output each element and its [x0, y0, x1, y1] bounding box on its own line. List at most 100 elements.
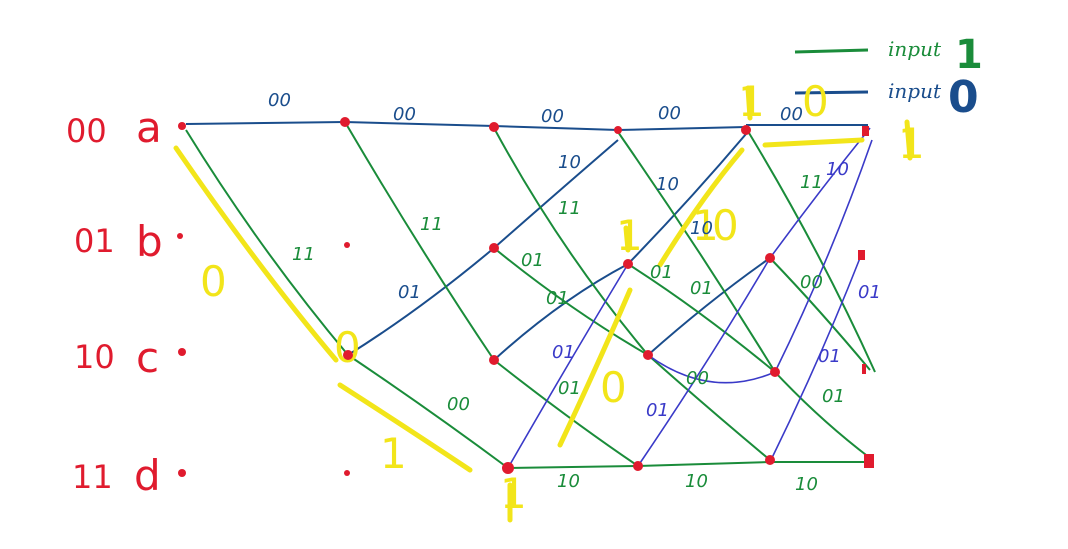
node-c-4 [770, 367, 780, 377]
edge-b-c-2 [493, 247, 649, 356]
node-d-3 [633, 461, 643, 471]
yellow-mark-zero-2: 0 [334, 323, 361, 372]
node-d-1 [344, 470, 350, 476]
edge-a-c-1 [344, 121, 495, 361]
edge-c-d-1 [347, 354, 509, 469]
legend-line-input-one [794, 48, 869, 54]
highlighted-path [173, 85, 913, 523]
state-name-d: d [134, 451, 161, 500]
edge-label: 10 [558, 152, 581, 173]
node-b-0 [177, 233, 183, 239]
node-d-0 [178, 469, 186, 477]
edge-label: 00 [447, 394, 470, 415]
node-b-3 [623, 259, 633, 269]
yellow-mark-zero-5: 0 [802, 77, 829, 126]
yellow-mark-one-5: 1 [738, 77, 765, 126]
edge-label: 00 [268, 90, 291, 111]
node-a-0 [178, 122, 186, 130]
edge-b-a-2 [493, 139, 619, 249]
edge-label: 01 [552, 342, 575, 363]
node-a-3 [614, 126, 622, 134]
yellow-mark-one-2: 1 [500, 469, 527, 518]
node-a-2 [489, 122, 499, 132]
edge-label: 10 [826, 159, 849, 180]
edge-label: 00 [541, 106, 564, 127]
node-c-0 [178, 348, 186, 356]
legend-symbol-input-one: 1 [955, 32, 983, 78]
node-d-4 [765, 455, 775, 465]
edge-d-d-2 [507, 465, 639, 469]
state-code-d: 11 [72, 458, 113, 496]
edge-c-b-2 [493, 263, 629, 361]
node-b-4 [765, 253, 775, 263]
highlight-seg-7 [904, 119, 913, 161]
edge-a-c-2 [493, 127, 649, 356]
legend-label-input-one: input [888, 37, 942, 61]
edge-a-c-0 [185, 129, 349, 356]
legend: input 1 input 0 [794, 32, 983, 123]
yellow-annotations: 0 0 1 1 0 1 1 0 0 1 1 [200, 77, 925, 518]
edge-c-d-4 [774, 371, 871, 459]
edge-a-c-4 [745, 127, 876, 373]
edge-label: 10 [795, 474, 818, 495]
highlight-seg-9 [623, 225, 631, 253]
legend-symbol-input-zero: 0 [948, 72, 979, 123]
yellow-mark-one-6: 1 [898, 119, 925, 168]
node-a-5 [862, 126, 869, 136]
edge-label: 11 [420, 214, 443, 235]
legend-label-input-zero: input [888, 79, 942, 103]
edge-label: 01 [650, 262, 673, 283]
yellow-mark-zero-3: 0 [600, 363, 627, 412]
edge-label: 10 [685, 471, 708, 492]
edge-label: 00 [658, 103, 681, 124]
highlight-seg-5 [657, 147, 745, 268]
edge-c-c-3 [647, 354, 776, 384]
edge-label: 00 [780, 104, 803, 125]
edge-a-a-1 [344, 121, 495, 127]
edge-d-d-3 [637, 461, 771, 467]
node-c-2 [489, 355, 499, 365]
yellow-mark-zero-1: 0 [200, 257, 227, 306]
state-code-a: 00 [66, 112, 107, 150]
highlight-seg-4 [557, 287, 633, 448]
highlight-seg-2 [337, 382, 473, 473]
edge-c-b-3 [647, 257, 771, 356]
edge-label: 01 [398, 282, 421, 303]
edge-label: 11 [292, 244, 315, 265]
edge-d-b-4 [769, 257, 861, 463]
node-c-1 [343, 350, 353, 360]
legend-line-input-zero [794, 90, 869, 95]
edge-b-a-3 [627, 133, 747, 265]
edge-label: 01 [646, 400, 669, 421]
edge-label: 00 [686, 368, 709, 389]
edge-c-d-3 [647, 354, 771, 461]
edge-label: 10 [557, 471, 580, 492]
yellow-mark-zero-4: 0 [712, 201, 739, 250]
node-a-4 [741, 125, 751, 135]
node-b-2 [489, 243, 499, 253]
edge-label: 10 [690, 218, 713, 239]
state-name-b: b [136, 217, 163, 266]
highlight-seg-1 [173, 145, 339, 363]
node-c-3 [643, 350, 653, 360]
edge-label: 11 [558, 198, 581, 219]
state-code-b: 01 [74, 222, 115, 260]
edge-c-a-4 [774, 139, 873, 373]
edge-c-d-2 [493, 359, 639, 467]
edge-label: 01 [858, 282, 881, 303]
edge-label: 10 [656, 174, 679, 195]
edge-label: 01 [690, 278, 713, 299]
state-code-c: 10 [74, 338, 115, 376]
edge-label: 00 [393, 104, 416, 125]
yellow-mark-one-4: 1 [692, 201, 719, 250]
edge-c-b-1 [347, 247, 495, 356]
edge-label: 01 [521, 250, 544, 271]
node-b-5 [858, 250, 865, 260]
edge-label: 01 [558, 378, 581, 399]
node-c-5 [862, 364, 866, 374]
node-b-1 [344, 242, 350, 248]
edge-d-b-3 [637, 257, 771, 467]
